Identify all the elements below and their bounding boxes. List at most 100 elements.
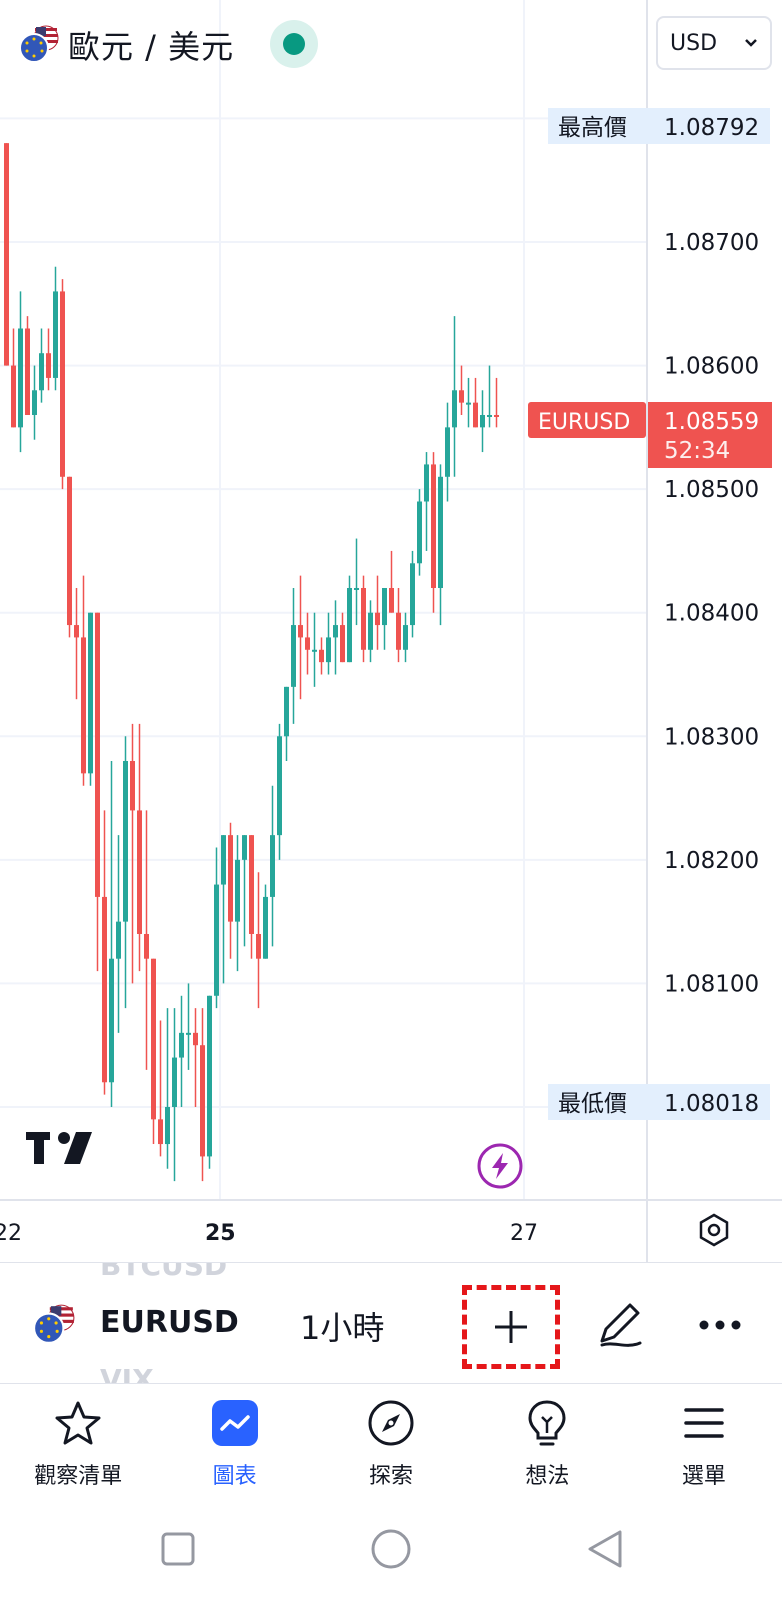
price-tick-label: 1.08400 [664,601,759,627]
price-ticks: 1.08700 1.08600 1.08500 1.08400 1.08300 1.082… [664,230,759,1121]
market-status-badge[interactable] [270,20,318,68]
candle-body [347,587,352,663]
candle-body [396,612,401,650]
interval-selector[interactable]: 1小時 [300,1309,385,1347]
low-label-bg [548,1084,770,1120]
candles-layer [4,143,499,1182]
menu-icon [684,1408,724,1438]
nav-label-menu: 選單 [681,1464,726,1489]
star-icon [55,1401,101,1445]
countdown: 52:34 [664,438,730,464]
current-price-bg [648,402,772,468]
chart-settings-icon[interactable] [699,1213,729,1247]
candle-body [200,1045,205,1157]
recent-apps-icon[interactable] [161,1532,195,1566]
candle-body [18,328,23,428]
price-tick-label: 1.08500 [664,477,759,503]
candle-body [102,896,107,1083]
candle-body [270,835,275,897]
candle-body [445,427,450,477]
candle-body [438,476,443,588]
candle-body [487,414,492,417]
low-value: 1.08018 [664,1091,759,1117]
candle-body [284,686,289,737]
candle-body [263,896,268,959]
price-tick-label: 1.08300 [664,724,759,750]
system-nav-bar [161,1529,622,1569]
candle-body [109,958,114,1083]
candle-body [88,612,93,774]
ghost-symbol-prev: BTCUSD [100,1262,228,1282]
time-label-25: 25 [205,1221,236,1246]
candle-body [193,1032,198,1046]
nav-explore[interactable]: 探索 [313,1386,469,1496]
back-icon[interactable] [588,1530,622,1568]
candle-body [235,859,240,922]
nav-label-watchlist: 觀察清單 [34,1464,123,1489]
candle-body [158,1119,163,1145]
eurusd-flag-icon [33,1304,75,1344]
price-tick-label: 1.08200 [664,848,759,874]
candle-body [298,625,303,638]
symbol-name[interactable]: EURUSD [100,1305,239,1340]
current-symbol-label: EURUSD [538,410,630,435]
candle-body [431,464,436,588]
candle-body [186,1032,191,1035]
high-value: 1.08792 [664,115,759,141]
candle-body [53,291,58,378]
page-title[interactable]: 歐元 / 美元 [68,28,235,66]
top-header: 歐元 / 美元 USD [0,0,782,90]
candle-body [389,587,394,613]
candle-body [95,612,100,897]
compass-icon [368,1400,414,1446]
more-icon[interactable] [690,1295,750,1355]
candle-body [333,625,338,638]
candle-body [480,414,485,428]
candle-body [256,933,261,959]
candle-body [11,365,16,428]
time-label-22: 22 [0,1221,22,1246]
currency-select[interactable]: USD [656,16,772,70]
candle-body [305,637,310,650]
home-icon[interactable] [371,1529,411,1569]
candle-body [417,501,422,564]
lightning-icon[interactable] [477,1143,523,1189]
currency-value: USD [670,30,718,56]
candle-body [67,476,72,626]
nav-ideas[interactable]: 想法 [469,1386,625,1496]
market-open-dot [283,33,305,55]
pen-icon[interactable] [590,1295,650,1355]
nav-menu[interactable]: 選單 [626,1386,782,1496]
candle-body [375,612,380,626]
candle-body [459,390,464,403]
candle-body [74,625,79,638]
candle-body [25,328,30,415]
candle-body [116,921,121,959]
candle-body [473,402,478,428]
eurusd-flag-icon[interactable] [18,24,60,64]
nav-label-chart: 圖表 [212,1464,257,1489]
candle-body [60,291,65,477]
nav-chart[interactable]: 圖表 [156,1386,312,1496]
candle-body [137,810,142,934]
nav-watchlist[interactable]: 觀察清單 [0,1386,156,1496]
candle-body [319,649,324,663]
candle-body [326,637,331,663]
chart-icon [211,1400,258,1446]
tradingview-logo[interactable] [26,1132,92,1164]
candle-body [494,414,499,417]
chevron-down-icon [745,39,757,47]
current-price: 1.08559 [664,409,759,435]
nav-label-ideas: 想法 [525,1464,570,1489]
high-label: 最高價 [558,115,627,141]
candle-body [403,625,408,650]
price-chart[interactable]: 1.08700 1.08600 1.08500 1.08400 1.08300 1.082… [0,0,782,1262]
price-tick-label: 1.08600 [664,354,759,380]
add-indicator-button[interactable] [462,1285,560,1369]
nav-label-explore: 探索 [369,1464,414,1489]
candle-body [242,835,247,860]
symbol-toolbar: BTCUSD EURUSD 1小時 VIX [0,1262,782,1384]
candle-body [165,1106,170,1145]
candle-body [291,625,296,687]
candle-body [172,1057,177,1107]
